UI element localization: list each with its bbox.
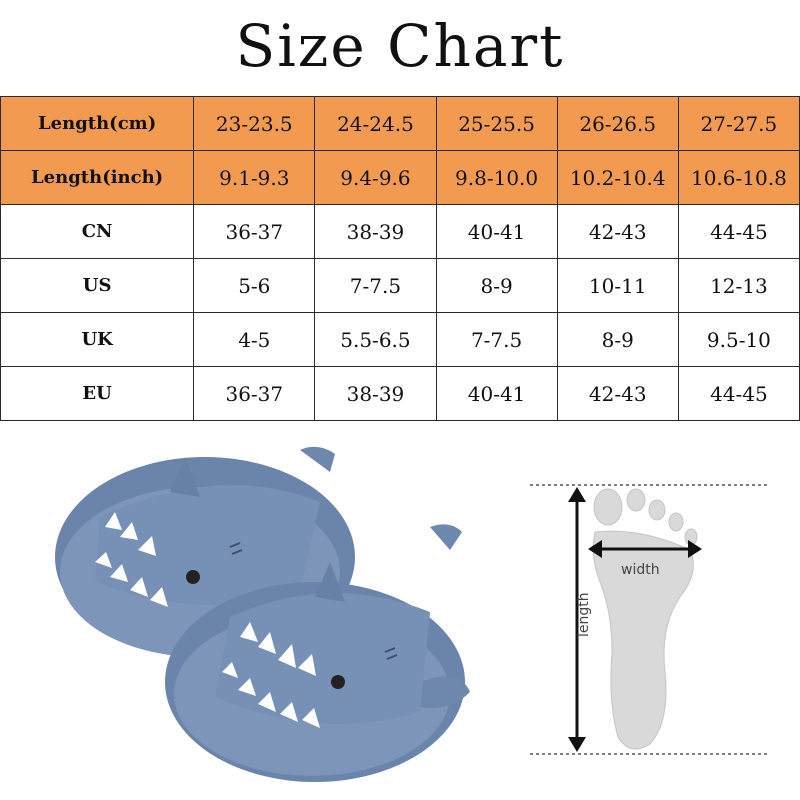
foot-icon: [592, 488, 698, 750]
table-cell: 10.6-10.8: [677, 150, 800, 205]
table-cell: 38-39: [314, 366, 437, 421]
table-cell: 36-37: [193, 204, 316, 259]
length-label: length: [576, 592, 592, 637]
row-label: Length(cm): [0, 96, 195, 151]
table-cell: 12-13: [677, 258, 800, 313]
table-cell: 5.5-6.5: [314, 312, 437, 367]
table-cell: 9.4-9.6: [314, 150, 437, 205]
table-cell: 10.2-10.4: [556, 150, 679, 205]
table-cell: 4-5: [193, 312, 316, 367]
table-cell: 44-45: [677, 204, 800, 259]
product-image-area: width length: [0, 432, 800, 800]
table-cell: 24-24.5: [314, 96, 437, 151]
table-cell: 10-11: [556, 258, 679, 313]
table-cell: 44-45: [677, 366, 800, 421]
table-cell: 9.5-10: [677, 312, 800, 367]
shark-slippers-image: [55, 446, 470, 782]
page-title: Size Chart: [235, 12, 565, 80]
table-cell: 42-43: [556, 204, 679, 259]
table-cell: 7-7.5: [435, 312, 558, 367]
table-cell: 27-27.5: [677, 96, 800, 151]
table-row: UK 4-5 5.5-6.5 7-7.5 8-9 9.5-10: [0, 312, 800, 367]
table-cell: 40-41: [435, 366, 558, 421]
table-cell: 23-23.5: [193, 96, 316, 151]
table-cell: 9.8-10.0: [435, 150, 558, 205]
table-cell: 7-7.5: [314, 258, 437, 313]
table-cell: 5-6: [193, 258, 316, 313]
table-cell: 42-43: [556, 366, 679, 421]
row-label: UK: [0, 312, 195, 367]
table-row: EU 36-37 38-39 40-41 42-43 44-45: [0, 366, 800, 421]
table-row: US 5-6 7-7.5 8-9 10-11 12-13: [0, 258, 800, 313]
foot-measure-diagram: [530, 484, 770, 755]
table-cell: 38-39: [314, 204, 437, 259]
size-table: Length(cm) 23-23.5 24-24.5 25-25.5 26-26.5 27…: [0, 96, 800, 421]
row-label: US: [0, 258, 195, 313]
front-slipper: [165, 524, 470, 782]
table-cell: 8-9: [435, 258, 558, 313]
table-cell: 9.1-9.3: [193, 150, 316, 205]
table-cell: 8-9: [556, 312, 679, 367]
table-cell: 25-25.5: [435, 96, 558, 151]
table-row: CN 36-37 38-39 40-41 42-43 44-45: [0, 204, 800, 259]
table-row: Length(cm) 23-23.5 24-24.5 25-25.5 26-26.5 27…: [0, 96, 800, 151]
table-cell: 26-26.5: [556, 96, 679, 151]
table-cell: 40-41: [435, 204, 558, 259]
row-label: Length(inch): [0, 150, 195, 205]
table-row: Length(inch) 9.1-9.3 9.4-9.6 9.8-10.0 10.2-1…: [0, 150, 800, 205]
row-label: EU: [0, 366, 195, 421]
table-cell: 36-37: [193, 366, 316, 421]
width-label: width: [621, 562, 660, 578]
row-label: CN: [0, 204, 195, 259]
